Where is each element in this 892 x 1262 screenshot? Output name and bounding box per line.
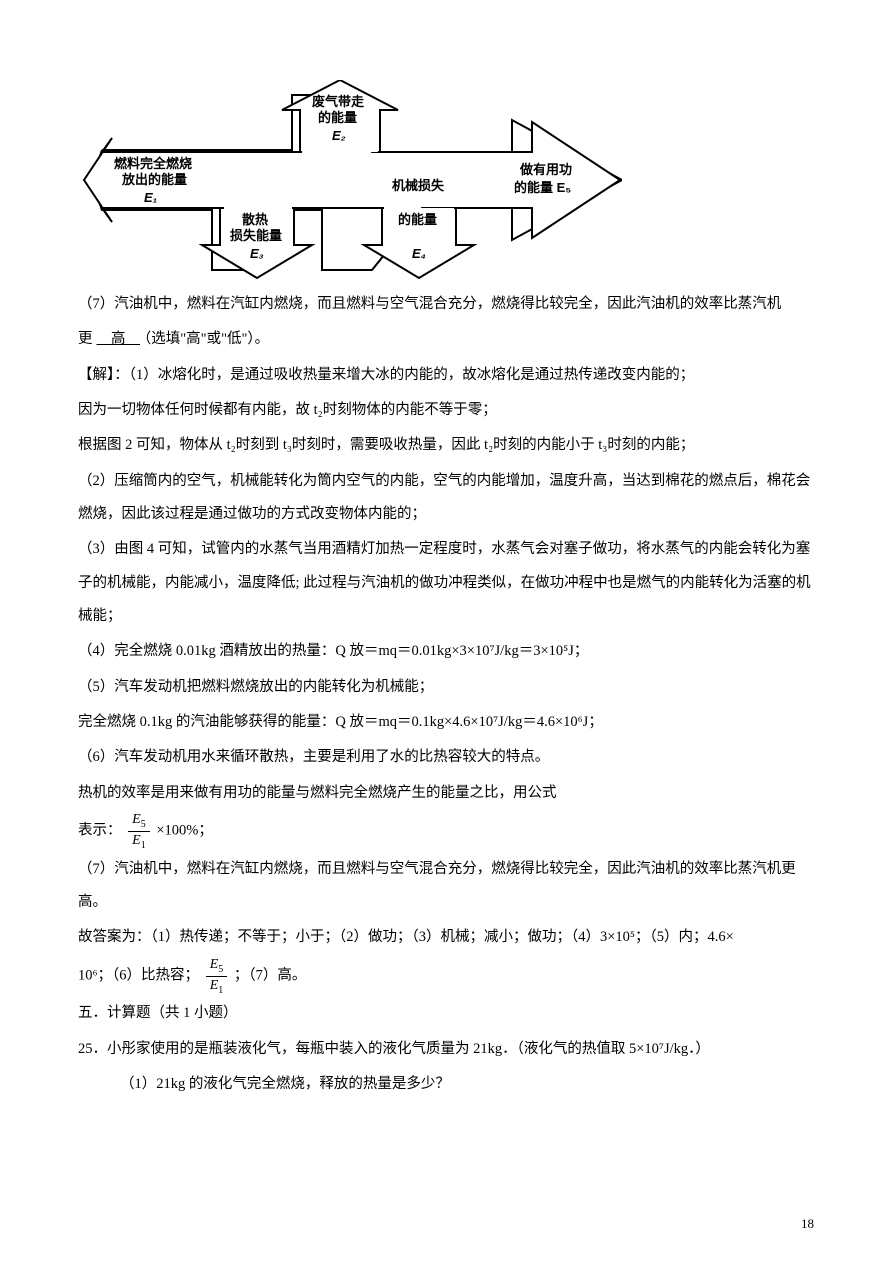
sol1a-text: （1）冰熔化时，是通过吸收热量来增大冰的内能的，故冰熔化是通过热传递改变内能的；: [129, 367, 695, 383]
question-25-1: （1）21kg 的液化气完全燃烧，释放的热量是多少？: [78, 1068, 814, 1101]
label-e3-l2: 损失能量: [230, 228, 282, 243]
label-e1-l2: 放出的能量: [121, 172, 187, 187]
label-e1-l1: 燃料完全燃烧: [114, 156, 192, 171]
fraction-e5-e1: E5 E1: [128, 812, 150, 851]
page-number: 18: [801, 1216, 814, 1232]
frac-den-b: E1: [206, 977, 228, 996]
ans2-post: ；（7）高。: [234, 967, 307, 983]
ans2-pre: 10⁶；（6）比热容；: [78, 967, 199, 983]
label-e4-sym: E₄: [412, 246, 426, 261]
sol6c-pre: 表示：: [78, 823, 122, 839]
answers-line2: 10⁶；（6）比热容； E5 E1 ；（7）高。: [78, 957, 814, 996]
label-e2-l2: 的能量: [318, 110, 357, 125]
label-e1-sym: E₁: [144, 190, 157, 205]
label-e4-l2: 的能量: [398, 212, 437, 227]
label-e5-l1: 做有用功: [519, 162, 572, 177]
label-e3-sym: E₃: [250, 246, 264, 261]
label-e5-l2: 的能量 E₅: [514, 180, 571, 195]
solution-2: （2）压缩筒内的空气，机械能转化为筒内空气的内能，空气的内能增加，温度升高，当达…: [78, 465, 814, 532]
frac-num-b: E5: [206, 957, 228, 977]
energy-flow-diagram: 燃料完全燃烧 放出的能量 E₁ 废气带走 的能量 E₂ 散热 损失能量 E₃ 机…: [82, 80, 622, 280]
para-7b: 更 高 （选填"高"或"低"）。: [78, 323, 814, 356]
question-25: 25．小彤家使用的是瓶装液化气，每瓶中装入的液化气质量为 21kg．（液化气的热…: [78, 1033, 814, 1066]
answers-line1: 故答案为：（1）热传递；不等于；小于；（2）做功；（3）机械；减小；做功；（4）…: [78, 921, 814, 954]
label-e3-l1: 散热: [242, 212, 268, 227]
solution-1a: 【解】：（1）冰熔化时，是通过吸收热量来增大冰的内能的，故冰熔化是通过热传递改变…: [78, 359, 814, 392]
solution-6a: （6）汽车发动机用水来循环散热，主要是利用了水的比热容较大的特点。: [78, 741, 814, 774]
solution-5a: （5）汽车发动机把燃料燃烧放出的内能转化为机械能；: [78, 671, 814, 704]
frac-num: E5: [128, 812, 150, 832]
section-5-heading: 五．计算题（共 1 小题）: [78, 997, 814, 1030]
fraction-e5-e1-b: E5 E1: [206, 957, 228, 996]
p7b-post: （选填"高"或"低"）。: [144, 331, 269, 347]
solution-7: （7）汽油机中，燃料在汽缸内燃烧，而且燃料与空气混合充分，燃烧得比较完全，因此汽…: [78, 853, 814, 920]
solution-1c: 根据图 2 可知，物体从 t₂时刻到 t₃时刻时，需要吸收热量，因此 t₂时刻的…: [78, 429, 814, 462]
para-7a: （7）汽油机中，燃料在汽缸内燃烧，而且燃料与空气混合充分，燃烧得比较完全，因此汽…: [78, 288, 814, 321]
solution-6b: 热机的效率是用来做有用功的能量与燃料完全燃烧产生的能量之比，用公式: [78, 777, 814, 810]
solution-1b: 因为一切物体任何时候都有内能，故 t₂时刻物体的内能不等于零；: [78, 394, 814, 427]
solution-4: （4）完全燃烧 0.01kg 酒精放出的热量：Q 放＝mq＝0.01kg×3×1…: [78, 635, 814, 668]
label-e4-l1: 机械损失: [392, 178, 445, 193]
sol-head: 【解】：: [78, 367, 129, 383]
label-e2-sym: E₂: [332, 128, 346, 143]
frac-den: E1: [128, 832, 150, 851]
solution-5b: 完全燃烧 0.1kg 的汽油能够获得的能量：Q 放＝mq＝0.1kg×4.6×1…: [78, 706, 814, 739]
p7b-answer: 高: [93, 331, 145, 347]
p7b-pre: 更: [78, 331, 93, 347]
solution-6c: 表示： E5 E1 ×100%；: [78, 812, 814, 851]
sol6c-post: ×100%；: [156, 823, 213, 839]
solution-3: （3）由图 4 可知，试管内的水蒸气当用酒精灯加热一定程度时，水蒸气会对塞子做功…: [78, 533, 814, 633]
label-e2-l1: 废气带走: [312, 94, 365, 109]
